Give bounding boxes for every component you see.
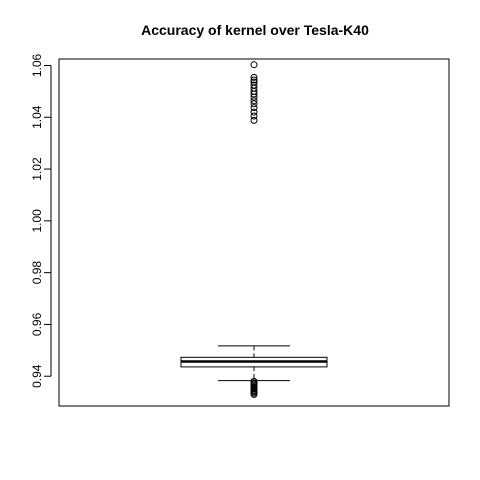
y-tick-label: 1.06	[30, 53, 44, 77]
outlier-point	[250, 73, 258, 81]
y-tick-label: 1.04	[30, 105, 44, 129]
outlier-point	[250, 104, 258, 112]
y-axis: 0.94 0.96 0.98 1.00 1.02 1.04 1.06	[30, 53, 51, 388]
outlier-point	[250, 78, 258, 86]
outliers	[250, 61, 258, 398]
outlier-point	[250, 61, 258, 69]
outlier-point	[250, 112, 258, 120]
outlier-point	[250, 100, 258, 108]
y-tick-label: 0.96	[30, 312, 44, 336]
box-plot	[180, 345, 328, 382]
y-tick-label: 0.98	[30, 261, 44, 285]
outlier-point	[250, 81, 258, 89]
plot-frame	[58, 58, 450, 407]
outlier-point	[250, 108, 258, 116]
chart-title: Accuracy of kernel over Tesla-K40	[141, 22, 369, 38]
y-tick-label: 1.00	[30, 209, 44, 233]
y-tick-label: 0.94	[30, 364, 44, 388]
y-tick-label: 1.02	[30, 157, 44, 181]
outlier-point	[250, 76, 258, 84]
outlier-point	[250, 116, 258, 124]
outlier-point	[250, 97, 258, 105]
outlier-point	[250, 377, 258, 385]
